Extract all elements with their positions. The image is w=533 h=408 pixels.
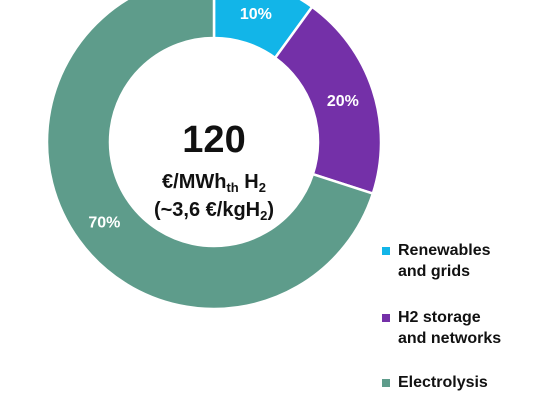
center-detail-subscript: 2 [260,208,268,223]
data-label-renewables: 10% [240,6,272,23]
legend-label-line2: and grids [398,263,471,280]
center-total-value: 120 [182,119,246,161]
legend-label-line1: Electrolysis [398,374,488,391]
center-unit-label: €/MWhth H2 [94,170,334,194]
center-detail-main: (~3,6 €/kgH [153,199,261,221]
legend-label-line1: Renewables [398,242,491,259]
legend-swatch-electrolysis [382,379,390,387]
center-unit-subscript: th [226,180,239,195]
legend-label-line1: H2 storage [398,309,481,326]
donut-slice-electrolysis [45,0,375,311]
center-unit-after-subscript: 2 [258,180,266,195]
center-unit-after: H [238,171,259,193]
center-detail-label: (~3,6 €/kgH2) [94,198,334,222]
center-detail-after: ) [267,199,275,221]
legend-label-line2: and networks [398,330,502,347]
data-label-electrolysis: 70% [88,215,120,232]
legend-swatch-renewables [382,247,390,255]
legend-swatch-h2-storage [382,314,390,322]
data-label-h2-storage: 20% [327,93,359,110]
center-unit-main: €/MWh [162,171,227,193]
